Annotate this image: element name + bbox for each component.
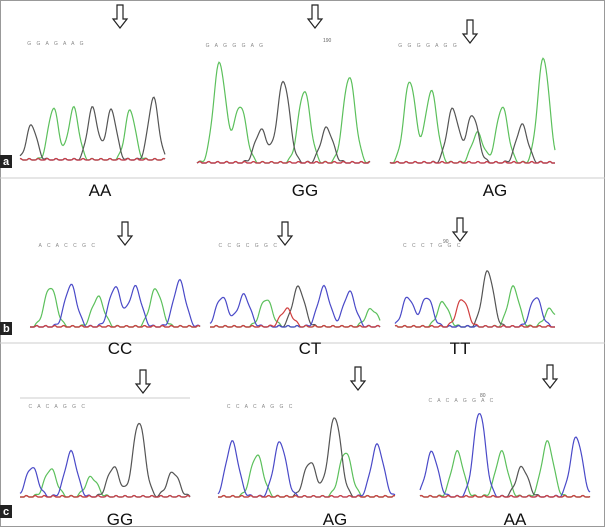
panel-label-box [0,155,12,168]
trace [210,307,381,328]
trace [389,160,555,164]
trace [196,160,371,164]
trace [394,299,555,328]
genotype-label: AG [323,510,348,527]
panel-label-box [0,322,12,335]
position-note: 90 [443,239,449,245]
base-calls: C A C A G G A C [429,398,496,404]
panel-label: c [3,506,9,518]
trace [209,284,381,328]
arrow [306,4,324,29]
trace [30,324,201,328]
genotype-label: AA [89,181,112,200]
base-calls: G A G G G A G [206,43,265,49]
genotype-label: TT [450,339,471,358]
genotype-label: CT [299,339,322,358]
arrow [541,364,559,389]
arrow [116,221,134,246]
base-calls: C C A C A G G C [227,404,295,410]
arrow [349,366,367,391]
base-calls: C C G C G G C [219,243,279,249]
trace [394,296,555,328]
position-note: 190 [323,38,332,44]
base-calls: C C C T G G C [403,243,462,249]
trace [19,157,166,161]
base-calls: A C A C C G C [39,243,98,249]
genotype-label: AG [483,181,508,200]
trace [218,494,396,498]
base-calls: G G G G A G G [398,43,458,49]
panel-label: b [3,323,10,335]
trace [30,278,201,328]
genotype-label: CC [108,339,133,358]
genotype-label: GG [107,510,133,527]
trace [419,494,591,498]
genotype-label: GG [292,181,318,200]
base-calls: C A C A G G C [29,404,88,410]
trace [389,57,556,164]
arrow [461,19,479,44]
arrow [134,369,152,394]
genotype-label: AA [504,510,527,527]
panel-label-box [0,505,12,518]
trace [19,96,166,161]
arrow [451,217,469,242]
panel-label: a [3,156,10,168]
arrow [276,221,294,246]
position-note: 80 [480,393,486,399]
base-calls: G G A G A A G [27,41,85,47]
arrow [111,4,129,29]
trace [20,494,191,498]
